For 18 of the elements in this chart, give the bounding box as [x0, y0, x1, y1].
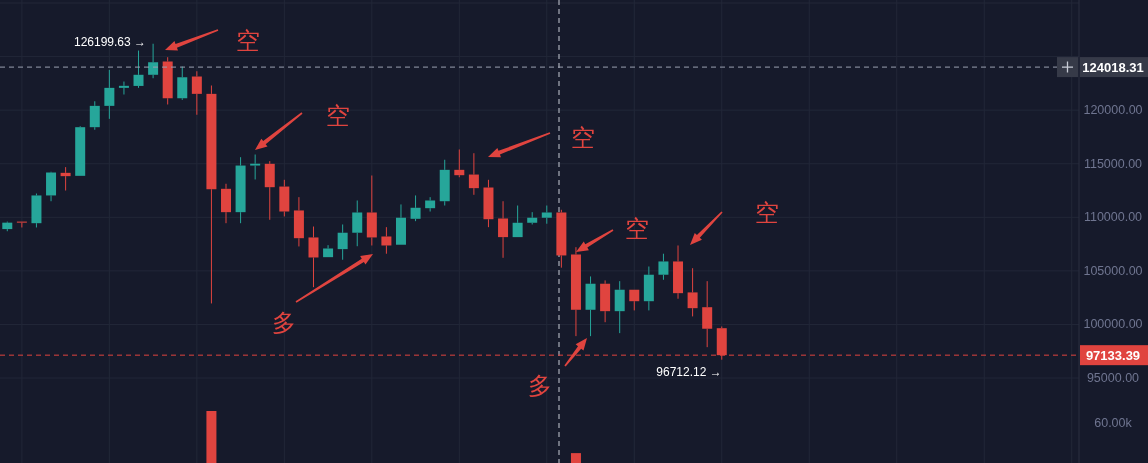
annotation: 空	[571, 123, 595, 151]
y-tick-label: 110000.00	[1083, 210, 1143, 225]
text: 60.00k	[1094, 416, 1133, 430]
ref-line-label: 124018.31	[1082, 60, 1144, 76]
annotation: 多	[528, 371, 552, 399]
y-tick-label: 115000.00	[1083, 156, 1143, 171]
annotation: 多	[272, 308, 296, 336]
y-tick-label: 105000.00	[1083, 263, 1143, 278]
annotation: 96712.12 →	[656, 365, 722, 379]
y-tick-label: 95000.00	[1086, 371, 1140, 386]
annotation: 126199.63 →	[73, 35, 147, 50]
annotation: 空	[326, 101, 350, 129]
y-tick-label: 100000.00	[1083, 317, 1143, 332]
y-tick-label: 120000.00	[1083, 103, 1143, 118]
annotation: 空	[625, 214, 649, 242]
annotation: 空	[236, 26, 260, 54]
ref-line-label: 97133.39	[1085, 348, 1141, 364]
annotation: 空	[755, 198, 779, 226]
